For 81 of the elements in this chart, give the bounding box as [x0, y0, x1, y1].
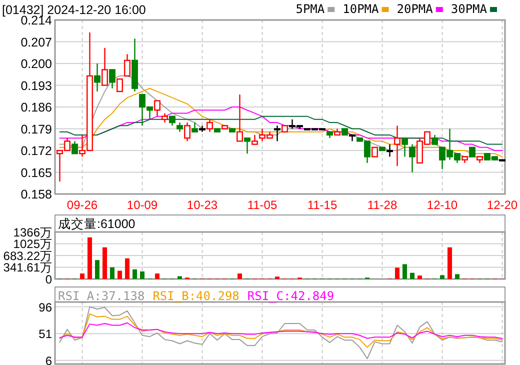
x-tick-label: 11-28	[367, 198, 398, 212]
candlestick	[236, 94, 243, 142]
bar	[102, 247, 107, 279]
text: RSI_B:40.298	[152, 289, 240, 303]
x-tick-label: 12-10	[426, 198, 458, 212]
candlestick	[432, 134, 438, 145]
chart-title: [01432] 2024-12-20 16:00	[2, 3, 146, 17]
candlestick	[192, 122, 198, 132]
y-tick-label: 0.165	[20, 166, 52, 180]
line-series	[59, 306, 503, 360]
candlestick	[386, 144, 393, 158]
y-tick-label: 0.200	[20, 57, 52, 71]
bar	[402, 264, 407, 279]
x-tick-label: 09-26	[66, 198, 98, 212]
bar	[80, 273, 84, 279]
x-tick-label: 10-09	[126, 198, 158, 212]
legend-label: 5PMA	[296, 2, 326, 16]
series-label: RSI_A:37.138	[58, 289, 145, 303]
candlestick	[169, 116, 176, 126]
candlestick	[154, 100, 160, 117]
bar	[95, 260, 100, 279]
candlestick	[394, 125, 400, 167]
candlestick	[176, 122, 183, 132]
y-tick-label: 0.158	[20, 188, 52, 202]
candlestick	[184, 122, 190, 142]
candlestick	[274, 125, 280, 142]
chart-title: 成交量:61000	[58, 216, 136, 231]
candlestick	[102, 47, 108, 86]
y-tick-label: 6	[45, 354, 52, 365]
line-series	[59, 116, 503, 145]
bar	[125, 258, 130, 279]
y-tick-label: 1025万	[13, 237, 52, 252]
x-tick-label: 12-20	[486, 198, 518, 212]
bar	[448, 247, 452, 279]
x-tick-label: 11-15	[307, 198, 338, 212]
y-tick-label: 0.179	[20, 122, 52, 136]
bar	[140, 271, 144, 279]
candlestick	[244, 137, 250, 154]
x-tick-label: 10-23	[186, 198, 218, 212]
candlestick	[402, 137, 408, 158]
y-tick-label: 96	[38, 300, 52, 314]
candlestick	[124, 54, 130, 77]
candlestick	[94, 62, 100, 92]
y-tick-label: 0.207	[20, 35, 52, 50]
legend-label: 10PMA	[342, 2, 380, 16]
y-tick-label: 341.61万	[3, 260, 52, 275]
candlestick	[372, 146, 378, 158]
bar	[132, 269, 137, 279]
bar	[395, 268, 400, 279]
bar	[110, 267, 114, 279]
candlestick	[109, 69, 116, 89]
y-tick-label: 0.193	[20, 78, 52, 93]
bar	[418, 276, 422, 279]
bar	[88, 237, 92, 279]
line-series	[59, 322, 503, 339]
y-tick-label: 1366万	[13, 226, 52, 240]
bar	[410, 272, 414, 279]
y-tick-label: 683.22万	[3, 248, 52, 263]
legend-label: 20PMA	[396, 2, 434, 16]
candlestick	[162, 112, 168, 124]
text: RSI_C:42.849	[247, 289, 334, 303]
bar	[455, 274, 460, 279]
candlestick	[72, 140, 78, 154]
line-series	[59, 313, 503, 348]
x-tick-label: 11-05	[247, 198, 278, 212]
bar	[440, 275, 444, 279]
legend-label: 30PMA	[450, 2, 488, 16]
bar	[178, 276, 182, 279]
y-tick-label: 0.172	[20, 144, 52, 158]
candlestick	[206, 118, 213, 132]
bar	[118, 270, 122, 279]
bar	[238, 273, 242, 279]
candlestick	[116, 78, 123, 92]
y-tick-label: 0.186	[20, 100, 52, 114]
candlestick	[409, 144, 416, 173]
candlestick	[252, 134, 258, 145]
y-tick-label: 0	[45, 272, 52, 286]
candlestick	[469, 146, 476, 158]
candlestick	[349, 134, 356, 142]
y-tick-label: 51	[38, 327, 52, 342]
bar	[155, 273, 160, 279]
